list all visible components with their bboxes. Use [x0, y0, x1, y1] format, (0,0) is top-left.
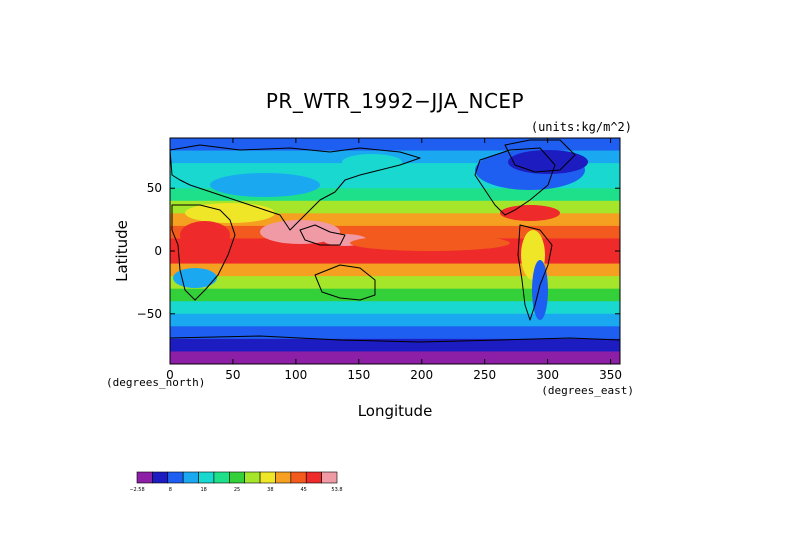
heatmap-features [173, 150, 588, 320]
x-axis: 0 50 100 150 200 250 300 350 [166, 138, 622, 382]
colorbar-tick-label: 53.8 [331, 487, 342, 493]
y-tick-label: −50 [137, 307, 162, 321]
colorbar-tick-label: 45 [300, 487, 306, 493]
colorbar-tick-label: −2.58 [129, 487, 144, 493]
y-axis-title: Latitude [113, 220, 131, 282]
x-tick-label: 250 [473, 368, 496, 382]
coastlines [170, 139, 620, 343]
x-tick-label: 50 [225, 368, 240, 382]
colorbar-swatch [305, 471, 322, 484]
heatmap-band [170, 288, 620, 302]
colorbar-tick-label: 8 [169, 487, 172, 493]
y-unit-note: (degrees_north) [106, 376, 205, 389]
chart-title: PR_WTR_1992−JJA_NCEP [266, 89, 524, 113]
colorbar-swatch [229, 471, 245, 484]
heatmap-band [170, 138, 620, 152]
y-tick-label: 50 [147, 181, 162, 195]
heatmap-band [170, 276, 620, 290]
x-tick-label: 100 [284, 368, 307, 382]
colorbar-swatch [152, 471, 169, 484]
x-unit-note: (degrees_east) [541, 384, 634, 397]
heatmap-band [170, 338, 620, 352]
heatmap-band [170, 326, 620, 340]
colorbar-swatch [275, 471, 292, 484]
colorbar-swatch [167, 471, 184, 484]
x-tick-label: 300 [536, 368, 559, 382]
heatmap-band [170, 251, 620, 265]
y-axis: −50 0 50 [137, 181, 620, 321]
heatmap-band [170, 351, 620, 364]
colorbar-swatch [290, 471, 307, 484]
x-tick-label: 350 [599, 368, 622, 382]
colorbar-swatch [182, 471, 199, 484]
heatmap-plot-area [170, 138, 620, 364]
colorbar-swatch [244, 471, 261, 484]
colorbar-swatch [136, 471, 153, 484]
heatmap-band [170, 263, 620, 277]
colorbar-swatch [213, 471, 230, 484]
colorbar-swatch [259, 471, 276, 484]
colorbar-tick-label: 18 [200, 487, 206, 493]
colorbar-swatch [198, 471, 215, 484]
colorbar-labels: −2.58 8 18 25 38 45 53.8 [129, 487, 342, 493]
heatmap-band [170, 301, 620, 315]
units-label: (units:kg/m^2) [531, 120, 632, 134]
colorbar [136, 471, 338, 484]
x-tick-label: 200 [410, 368, 433, 382]
y-tick-label: 0 [154, 244, 162, 258]
colorbar-tick-label: 38 [267, 487, 273, 493]
colorbar-tick-label: 25 [234, 487, 240, 493]
x-axis-title: Longitude [358, 402, 433, 420]
x-tick-label: 150 [347, 368, 370, 382]
x-tick-label: 0 [166, 368, 174, 382]
colorbar-swatch [321, 471, 338, 484]
heatmap-band [170, 313, 620, 327]
